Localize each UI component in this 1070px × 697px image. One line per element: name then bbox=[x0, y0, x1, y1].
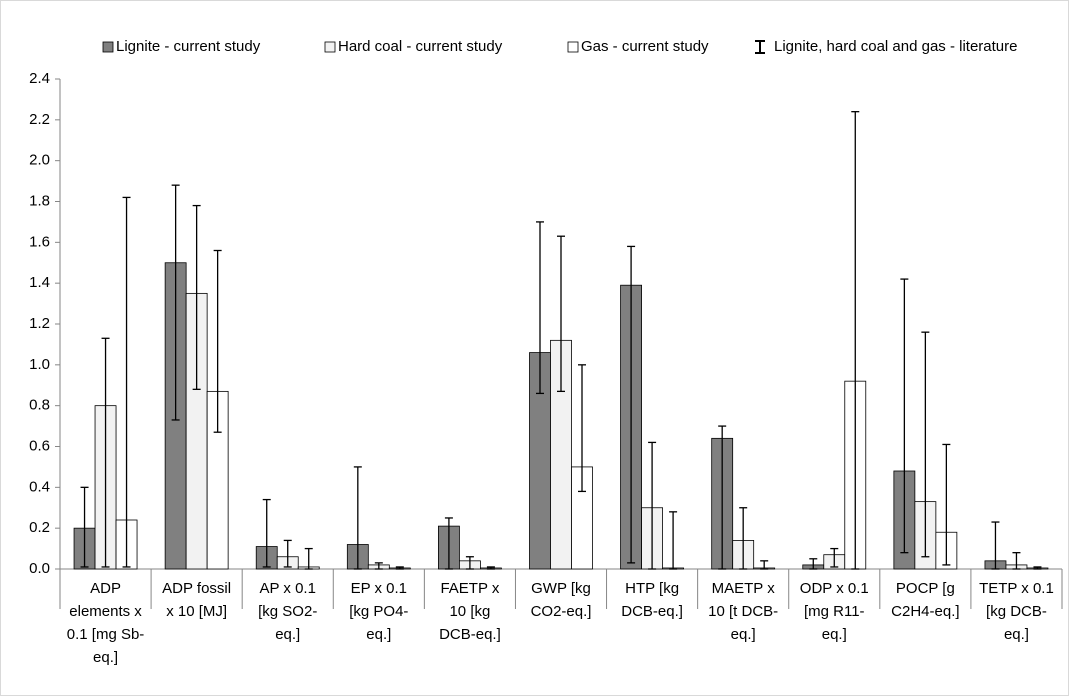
x-tick-label-line: FAETP x bbox=[440, 580, 499, 597]
x-tick-label-line: 10 [t DCB- bbox=[708, 603, 778, 620]
x-tick-label: HTP [kg DCB-eq.] bbox=[621, 580, 683, 620]
x-tick-label-line: EP x 0.1 bbox=[351, 580, 407, 597]
x-tick-label-line: eq.] bbox=[275, 626, 300, 643]
x-tick-label-line: AP x 0.1 bbox=[260, 580, 316, 597]
x-tick-label-line: TETP x 0.1 bbox=[979, 580, 1054, 597]
x-tick-label-line: ADP bbox=[90, 580, 121, 597]
y-tick-label: 1.4 bbox=[29, 274, 50, 291]
y-tick-label: 1.2 bbox=[29, 315, 50, 332]
x-tick-label-line: CO2-eq.] bbox=[531, 603, 592, 620]
x-tick-label-line: ODP x 0.1 bbox=[800, 580, 869, 597]
x-tick-label: AP x 0.1 [kg SO2- eq.] bbox=[258, 580, 317, 643]
x-tick-label-line: [kg PO4- bbox=[349, 603, 408, 620]
x-tick-label: ADP elements x 0.1 [mg Sb-eq.] bbox=[67, 580, 145, 666]
x-tick-label: GWP [kg CO2-eq.] bbox=[531, 580, 592, 620]
legend-swatch bbox=[567, 41, 579, 53]
x-tick-label-line: elements x bbox=[69, 603, 142, 620]
legend-label: Hard coal - current study bbox=[338, 38, 503, 55]
x-tick-label-line: HTP [kg bbox=[625, 580, 679, 597]
x-tick-label: TETP x 0.1 [kg DCB-eq.] bbox=[979, 580, 1054, 643]
x-tick-label: POCP [g C2H4-eq.] bbox=[891, 580, 959, 620]
x-tick-label: EP x 0.1 [kg PO4- eq.] bbox=[349, 580, 408, 643]
x-tick-label-line: [kg SO2- bbox=[258, 603, 317, 620]
x-tick-label-line: MAETP x bbox=[712, 580, 776, 597]
legend-label: Gas - current study bbox=[581, 38, 709, 55]
legend-label: Lignite - current study bbox=[116, 38, 261, 55]
x-tick-label-line: DCB-eq.] bbox=[621, 603, 683, 620]
x-tick-label-line: GWP [kg bbox=[531, 580, 591, 597]
x-tick-label-line: x 10 [MJ] bbox=[166, 603, 227, 620]
x-tick-label-line: POCP [g bbox=[896, 580, 955, 597]
x-tick-label-line: ADP fossil bbox=[162, 580, 231, 597]
x-tick-label-line: eq.] bbox=[366, 626, 391, 643]
x-tick-label: ODP x 0.1 [mg R11- eq.] bbox=[800, 580, 869, 643]
y-tick-label: 0.2 bbox=[29, 519, 50, 536]
x-tick-label: FAETP x 10 [kg DCB-eq.] bbox=[439, 580, 501, 643]
x-tick-label-line: C2H4-eq.] bbox=[891, 603, 959, 620]
x-tick-label: MAETP x 10 [t DCB-eq.] bbox=[708, 580, 778, 643]
y-tick-label: 2.0 bbox=[29, 152, 50, 169]
x-tick-label-line: [kg DCB- bbox=[986, 603, 1047, 620]
x-tick-label-line: eq.] bbox=[1004, 626, 1029, 643]
x-tick-label: ADP fossil x 10 [MJ] bbox=[162, 580, 231, 620]
y-tick-label: 1.8 bbox=[29, 192, 50, 209]
legend-label: Lignite, hard coal and gas - literature bbox=[774, 38, 1017, 55]
y-tick-label: 1.6 bbox=[29, 233, 50, 250]
x-tick-label-line: eq.] bbox=[731, 626, 756, 643]
y-tick-label: 0.0 bbox=[29, 560, 50, 577]
y-tick-label: 2.2 bbox=[29, 111, 50, 128]
legend-swatch bbox=[324, 41, 336, 53]
x-tick-label-line: DCB-eq.] bbox=[439, 626, 501, 643]
y-tick-label: 0.6 bbox=[29, 437, 50, 454]
x-tick-label-line: eq.] bbox=[93, 649, 118, 666]
legend-swatch bbox=[102, 41, 114, 53]
x-tick-label-line: 0.1 [mg Sb- bbox=[67, 626, 145, 643]
y-tick-label: 1.0 bbox=[29, 356, 50, 373]
y-tick-label: 2.4 bbox=[29, 70, 50, 87]
y-tick-label: 0.8 bbox=[29, 397, 50, 414]
x-tick-label-line: [mg R11- bbox=[804, 603, 865, 620]
y-tick-label: 0.4 bbox=[29, 478, 50, 495]
x-tick-label-line: 10 [kg bbox=[449, 603, 490, 620]
x-tick-label-line: eq.] bbox=[822, 626, 847, 643]
